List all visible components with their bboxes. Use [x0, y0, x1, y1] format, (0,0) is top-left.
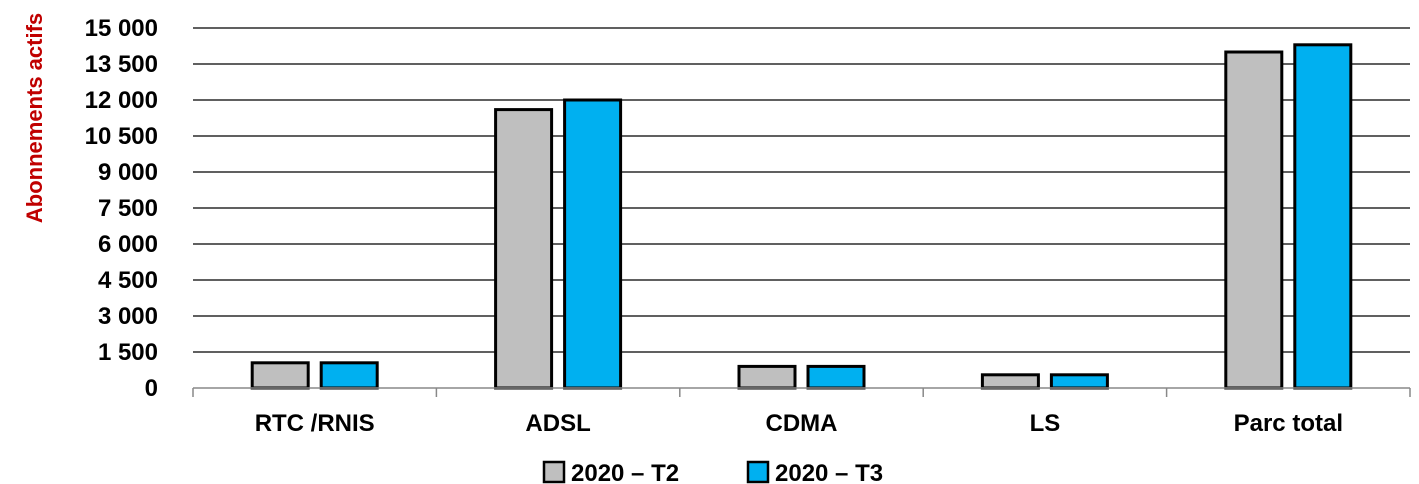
x-tick-label: CDMA [766, 410, 838, 437]
bar [494, 108, 554, 390]
bar [806, 364, 866, 390]
bars [250, 43, 1353, 390]
x-axis [192, 387, 1411, 397]
bar [1224, 50, 1284, 390]
bar [250, 361, 310, 390]
legend-swatch [542, 460, 566, 484]
y-axis-label: Abonnements actifs [22, 13, 47, 223]
y-tick-label: 13 500 [85, 51, 158, 78]
y-tick-label: 7 500 [98, 195, 158, 222]
y-tick-label: 0 [145, 375, 158, 402]
x-tick-label: Parc total [1234, 410, 1343, 437]
x-tick-label: RTC /RNIS [255, 410, 375, 437]
gridlines [193, 27, 1410, 353]
y-tick-label: 15 000 [85, 15, 158, 42]
bar [980, 373, 1040, 390]
y-tick-label: 4 500 [98, 267, 158, 294]
y-tick-label: 6 000 [98, 231, 158, 258]
x-tick-label: LS [1030, 410, 1061, 437]
bar [1293, 43, 1353, 390]
y-tick-label: 9 000 [98, 159, 158, 186]
legend-label: 2020 – T3 [775, 460, 883, 484]
bar [1049, 373, 1109, 390]
y-axis-ticks: 0 1 500 3 000 4 500 6 000 7 500 9 000 10 500 12 … [85, 15, 158, 402]
x-tick-label: ADSL [525, 410, 590, 437]
y-tick-label: 3 000 [98, 303, 158, 330]
legend-label: 2020 – T2 [571, 460, 679, 484]
bar [563, 98, 623, 390]
bar [319, 361, 379, 390]
legend: 2020 – T2 2020 – T3 [542, 460, 883, 484]
y-tick-label: 1 500 [98, 339, 158, 366]
y-tick-label: 10 500 [85, 123, 158, 150]
y-tick-label: 12 000 [85, 87, 158, 114]
category-labels: RTC /RNIS ADSL CDMA LS Parc total [255, 410, 1343, 437]
legend-swatch [746, 460, 770, 484]
bar [737, 364, 797, 390]
